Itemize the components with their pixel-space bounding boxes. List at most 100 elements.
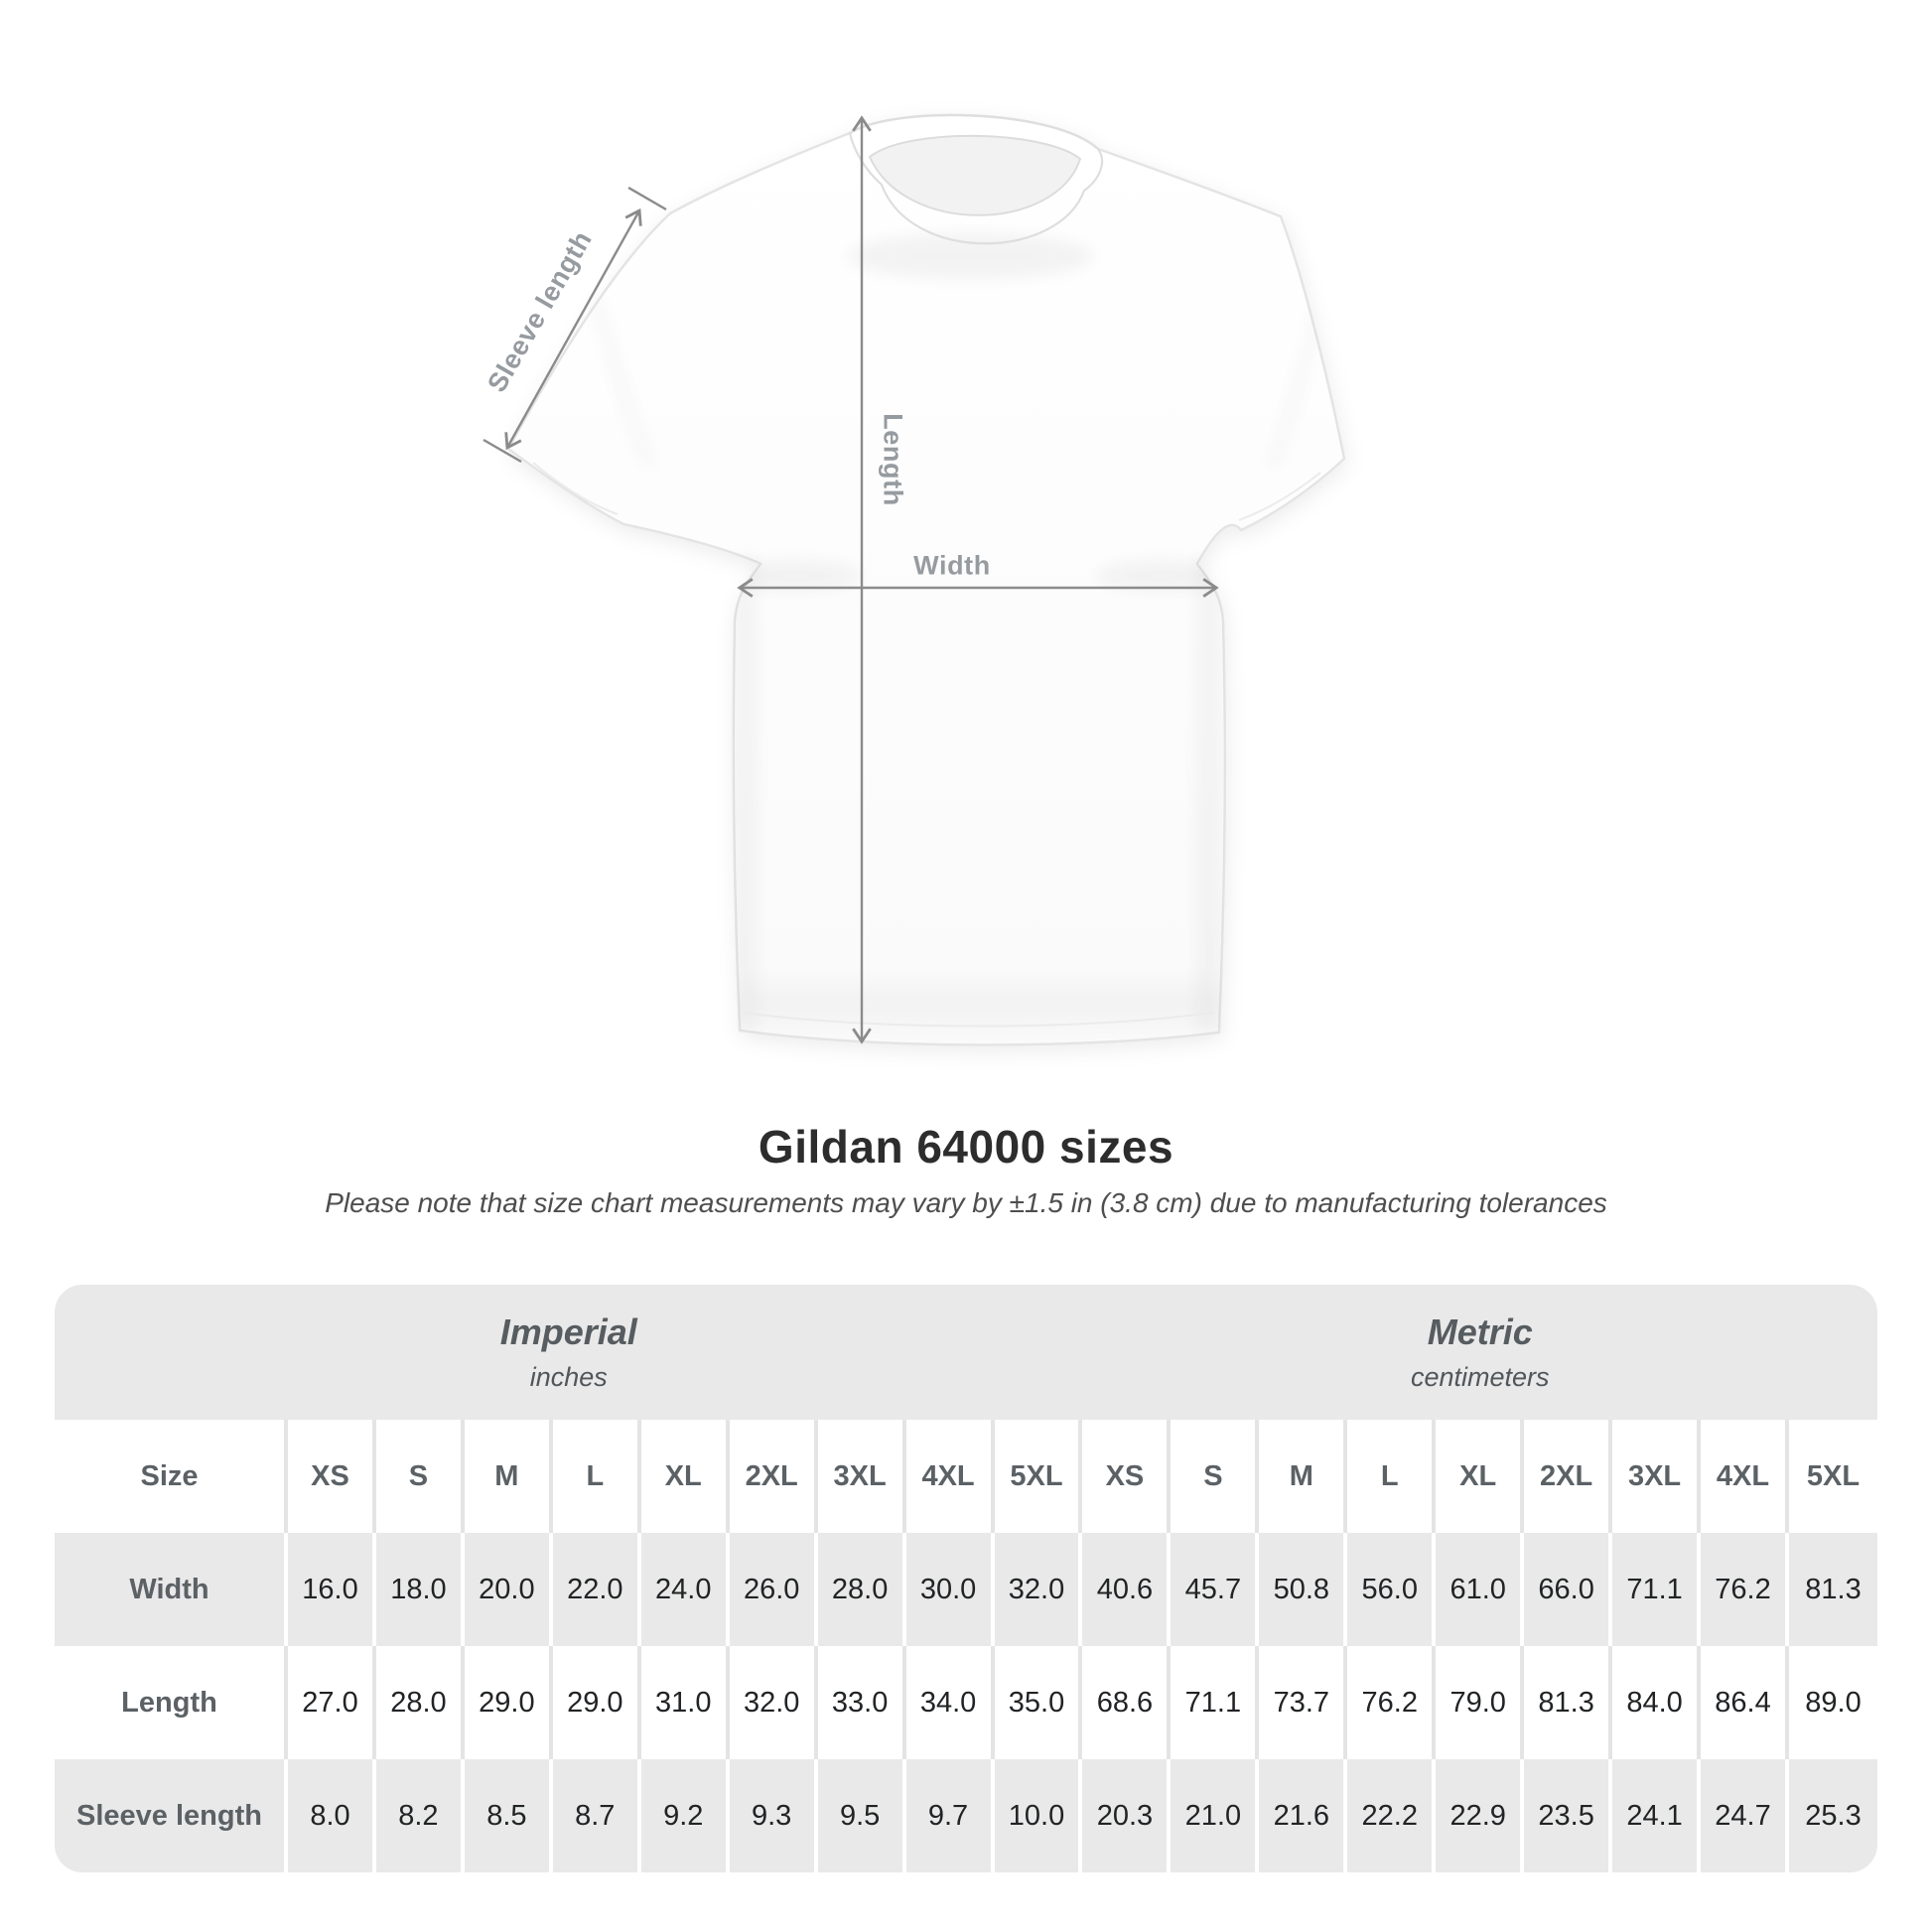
tshirt-collar <box>848 113 1104 245</box>
value-cell: 33.0 <box>817 1646 906 1759</box>
sleeve-tick-top <box>627 186 667 211</box>
size-col-header: M <box>1259 1420 1348 1533</box>
size-col-header: S <box>375 1420 465 1533</box>
value-cell: 71.1 <box>1171 1646 1260 1759</box>
size-col-header: L <box>552 1420 641 1533</box>
tshirt-illustration <box>483 113 1346 1046</box>
value-cell: 28.0 <box>817 1533 906 1646</box>
value-cell: 31.0 <box>640 1646 730 1759</box>
size-col-header: 4XL <box>1701 1420 1789 1533</box>
value-cell: 8.2 <box>375 1759 465 1872</box>
shirt-diagram: Sleeve length Length Width <box>482 113 1346 1046</box>
value-cell: 9.7 <box>905 1759 995 1872</box>
value-cell: 66.0 <box>1524 1533 1613 1646</box>
row-label: Sleeve length <box>55 1759 289 1872</box>
value-cell: 8.7 <box>552 1759 641 1872</box>
value-cell: 81.3 <box>1524 1646 1613 1759</box>
size-col-header: XS <box>1082 1420 1172 1533</box>
value-cell: 22.0 <box>552 1533 641 1646</box>
value-cell: 61.0 <box>1436 1533 1525 1646</box>
value-cell: 71.1 <box>1612 1533 1702 1646</box>
metric-unit: centimeters <box>1410 1362 1550 1392</box>
value-cell: 32.0 <box>729 1646 818 1759</box>
value-cell: 32.0 <box>994 1533 1083 1646</box>
width-row: Width 16.0 18.0 20.0 22.0 24.0 26.0 28.0… <box>55 1533 1877 1646</box>
value-cell: 76.2 <box>1701 1533 1789 1646</box>
value-cell: 81.3 <box>1788 1533 1877 1646</box>
value-cell: 29.0 <box>552 1646 641 1759</box>
value-cell: 29.0 <box>464 1646 553 1759</box>
size-col-header: L <box>1347 1420 1437 1533</box>
size-col-header: XL <box>1436 1420 1525 1533</box>
value-cell: 20.0 <box>464 1533 553 1646</box>
value-cell: 34.0 <box>905 1646 995 1759</box>
length-row: Length 27.0 28.0 29.0 29.0 31.0 32.0 33.… <box>55 1646 1877 1759</box>
value-cell: 9.5 <box>817 1759 906 1872</box>
value-cell: 84.0 <box>1612 1646 1702 1759</box>
value-cell: 8.0 <box>288 1759 376 1872</box>
sleeve-dimension-line <box>504 207 642 451</box>
page-title: Gildan 64000 sizes <box>758 1121 1174 1173</box>
width-label: Width <box>913 550 991 581</box>
value-cell: 30.0 <box>905 1533 995 1646</box>
size-col-header: XS <box>288 1420 376 1533</box>
dimension-lines <box>483 115 1219 1044</box>
value-cell: 21.0 <box>1171 1759 1260 1872</box>
size-col-header: 3XL <box>817 1420 906 1533</box>
value-cell: 50.8 <box>1259 1533 1348 1646</box>
value-cell: 22.9 <box>1436 1759 1525 1872</box>
sleeve-tick-bottom <box>483 438 522 464</box>
value-cell: 24.7 <box>1701 1759 1789 1872</box>
value-cell: 56.0 <box>1347 1533 1437 1646</box>
size-table: Imperial inches Metric centimeters Size … <box>55 1285 1877 1872</box>
size-col-header: 5XL <box>994 1420 1083 1533</box>
value-cell: 9.2 <box>640 1759 730 1872</box>
tshirt-seams <box>532 462 1321 1028</box>
size-col-header: 5XL <box>1788 1420 1877 1533</box>
size-col-header: M <box>464 1420 553 1533</box>
value-cell: 18.0 <box>375 1533 465 1646</box>
length-label: Length <box>878 413 908 506</box>
value-cell: 35.0 <box>994 1646 1083 1759</box>
value-cell: 23.5 <box>1524 1759 1613 1872</box>
row-label: Length <box>55 1646 289 1759</box>
value-cell: 24.1 <box>1612 1759 1702 1872</box>
value-cell: 9.3 <box>729 1759 818 1872</box>
value-cell: 20.3 <box>1082 1759 1172 1872</box>
metric-section-header: Metric centimeters <box>1083 1285 1877 1420</box>
size-col-header: XL <box>640 1420 730 1533</box>
size-col-header: 3XL <box>1612 1420 1702 1533</box>
value-cell: 16.0 <box>288 1533 376 1646</box>
value-cell: 27.0 <box>288 1646 376 1759</box>
value-cell: 21.6 <box>1259 1759 1348 1872</box>
imperial-title: Imperial <box>499 1311 637 1352</box>
row-label: Width <box>55 1533 289 1646</box>
value-cell: 28.0 <box>375 1646 465 1759</box>
metric-title: Metric <box>1427 1311 1533 1352</box>
size-header-row: Size XS S M L XL 2XL 3XL 4XL 5XL XS S M … <box>55 1420 1877 1533</box>
sleeve-length-row: Sleeve length 8.0 8.2 8.5 8.7 9.2 9.3 9.… <box>55 1759 1877 1872</box>
size-col-header: 4XL <box>905 1420 995 1533</box>
title-block: Gildan 64000 sizes Please note that size… <box>0 1120 1932 1219</box>
value-cell: 8.5 <box>464 1759 553 1872</box>
value-cell: 26.0 <box>729 1533 818 1646</box>
size-header-cell: Size <box>55 1420 289 1533</box>
tolerance-note: Please note that size chart measurements… <box>325 1187 1607 1218</box>
value-cell: 89.0 <box>1788 1646 1877 1759</box>
size-col-header: S <box>1171 1420 1260 1533</box>
value-cell: 22.2 <box>1347 1759 1437 1872</box>
imperial-unit: inches <box>529 1362 608 1392</box>
value-cell: 45.7 <box>1171 1533 1260 1646</box>
value-cell: 79.0 <box>1436 1646 1525 1759</box>
measurements-table: Size XS S M L XL 2XL 3XL 4XL 5XL XS S M … <box>55 1420 1877 1872</box>
size-col-header: 2XL <box>1524 1420 1613 1533</box>
value-cell: 10.0 <box>994 1759 1083 1872</box>
size-col-header: 2XL <box>729 1420 818 1533</box>
value-cell: 40.6 <box>1082 1533 1172 1646</box>
value-cell: 76.2 <box>1347 1646 1437 1759</box>
value-cell: 68.6 <box>1082 1646 1172 1759</box>
value-cell: 24.0 <box>640 1533 730 1646</box>
value-cell: 86.4 <box>1701 1646 1789 1759</box>
imperial-section-header: Imperial inches <box>55 1285 1083 1420</box>
